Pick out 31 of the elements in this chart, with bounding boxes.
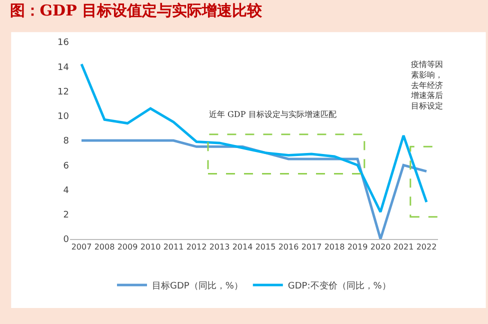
x-tick-label: 2019 bbox=[347, 242, 368, 252]
y-tick-label: 8 bbox=[63, 136, 70, 147]
x-tick-label: 2012 bbox=[186, 242, 207, 252]
x-tick-label: 2009 bbox=[117, 242, 138, 252]
x-tick-label: 2007 bbox=[71, 242, 92, 252]
x-tick-label: 2018 bbox=[324, 242, 345, 252]
annotation: 疫情等因素影响，去年经济增速落后目标设定 bbox=[410, 60, 443, 111]
x-tick-label: 2021 bbox=[393, 242, 414, 252]
y-tick-label: 14 bbox=[58, 62, 70, 73]
y-tick-label: 12 bbox=[58, 87, 69, 98]
x-tick-label: 2020 bbox=[370, 242, 391, 252]
y-tick-label: 0 bbox=[63, 235, 70, 246]
x-tick-label: 2011 bbox=[163, 242, 184, 252]
x-tick-label: 2016 bbox=[278, 242, 299, 252]
y-tick-label: 2 bbox=[63, 210, 69, 221]
y-tick-label: 4 bbox=[63, 186, 70, 196]
y-tick-label: 16 bbox=[58, 38, 70, 48]
y-tick-label: 6 bbox=[63, 161, 70, 172]
x-tick-label: 2017 bbox=[301, 242, 322, 252]
annotation: 近年 GDP 目标设定与实际增速匹配 bbox=[209, 110, 336, 119]
x-tick-label: 2014 bbox=[232, 242, 253, 252]
legend-label: 目标GDP（同比，%） bbox=[152, 280, 243, 292]
x-tick-label: 2022 bbox=[416, 242, 437, 252]
x-tick-label: 2015 bbox=[255, 242, 276, 252]
x-tick-label: 2008 bbox=[94, 242, 115, 252]
x-tick-label: 2010 bbox=[140, 242, 161, 252]
legend-label: GDP:不变价（同比，%） bbox=[288, 280, 391, 292]
chart-title: 图：GDP 目标设值定与实际增速比较 bbox=[10, 1, 264, 20]
y-tick-label: 10 bbox=[58, 112, 70, 122]
line-series bbox=[80, 62, 428, 214]
x-tick-label: 2013 bbox=[209, 242, 230, 252]
